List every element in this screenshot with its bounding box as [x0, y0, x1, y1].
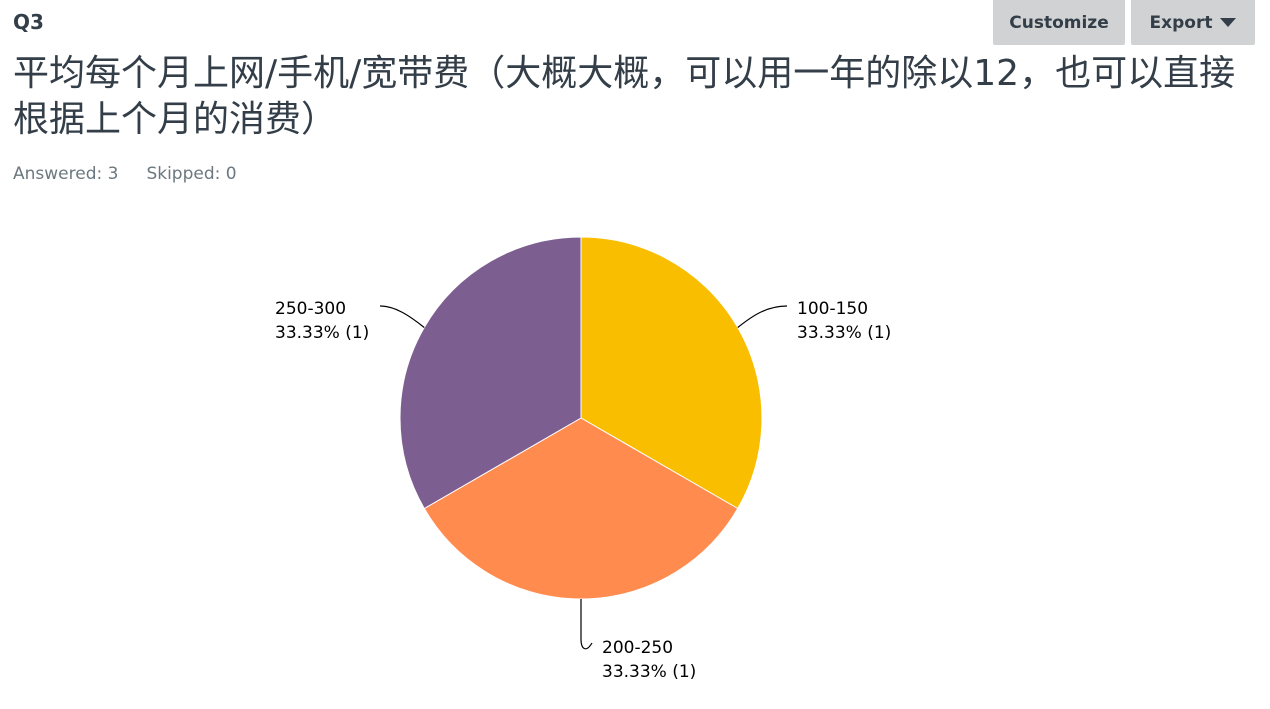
slice-label-100-150: 100-150 — [797, 299, 868, 319]
question-number: Q3 — [13, 10, 44, 34]
slice-label-200-250: 200-250 — [602, 638, 673, 658]
slice-value-200-250: 33.33% (1) — [602, 662, 696, 682]
customize-button[interactable]: Customize — [993, 0, 1125, 45]
leader-line-200-250 — [580, 599, 593, 650]
leader-line-100-150 — [737, 305, 788, 328]
response-stats: Answered: 3 Skipped: 0 — [13, 164, 237, 184]
export-button-label: Export — [1149, 12, 1213, 33]
export-button[interactable]: Export — [1131, 0, 1255, 45]
caret-down-icon — [1220, 18, 1237, 27]
question-title: 平均每个月上网/手机/宽带费（大概大概，可以用一年的除以12，也可以直接根据上个… — [13, 53, 1236, 140]
slice-label-250-300: 250-300 — [275, 299, 346, 319]
skipped-count: Skipped: 0 — [146, 164, 237, 184]
leader-line-250-300 — [379, 305, 425, 328]
slice-value-100-150: 33.33% (1) — [797, 323, 891, 343]
answered-count: Answered: 3 — [13, 164, 119, 184]
slice-value-250-300: 33.33% (1) — [275, 323, 369, 343]
